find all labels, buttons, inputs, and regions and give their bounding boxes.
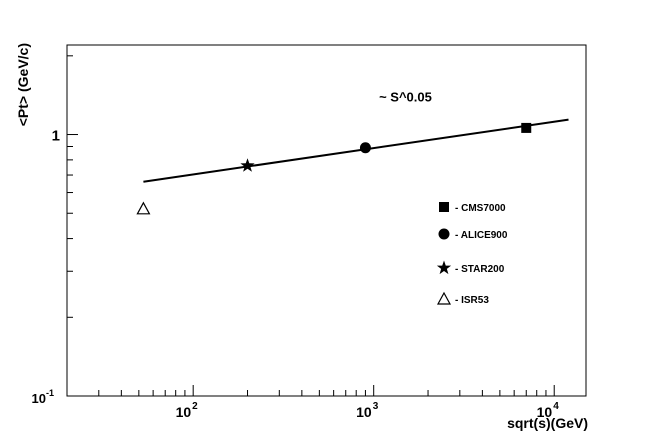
legend-entry-label: - ALICE900	[455, 230, 508, 241]
legend-entry-label: - STAR200	[455, 264, 505, 275]
legend-entry-label: - ISR53	[455, 295, 489, 306]
legend: - CMS7000 - ALICE900 - STAR200 - ISR53	[436, 202, 508, 306]
x-tick-label-base: 10	[537, 404, 553, 420]
data-point-star	[240, 158, 255, 172]
data-points	[136, 122, 532, 215]
legend-marker-square	[439, 202, 449, 212]
data-point-circle	[359, 142, 371, 154]
x-axis-ticks	[66, 385, 555, 396]
x-tick-label-exponent: 2	[192, 401, 198, 412]
y-tick-label-base: 10	[32, 391, 46, 406]
x-tick-label-exponent: 4	[553, 401, 559, 412]
y-axis-ticks	[67, 55, 78, 397]
power-law-fit-line	[143, 118, 569, 183]
legend-entry-label: - CMS7000	[455, 203, 506, 214]
y-tick-label-exponent: -1	[46, 388, 54, 398]
data-point-square	[521, 122, 532, 133]
x-tick-label-base: 10	[176, 404, 192, 420]
plot-frame	[66, 44, 587, 397]
x-axis-label: sqrt(s)(GeV)	[507, 415, 588, 431]
legend-marker-open-triangle	[436, 291, 452, 305]
legend-marker-star	[436, 260, 452, 275]
x-tick-label-exponent: 3	[373, 401, 379, 412]
x-tick-label-base: 10	[356, 404, 372, 420]
y-axis-label: <Pt> (GeV/c)	[15, 43, 31, 126]
fit-annotation: ~ S^0.05	[379, 89, 432, 104]
x-tick-labels: 10 2 10 3 10 4	[176, 401, 560, 420]
y-tick-labels: 10 -1 1	[32, 128, 60, 406]
y-tick-label: 1	[52, 128, 60, 145]
data-point-open-triangle	[136, 201, 151, 215]
legend-marker-circle	[438, 228, 450, 240]
